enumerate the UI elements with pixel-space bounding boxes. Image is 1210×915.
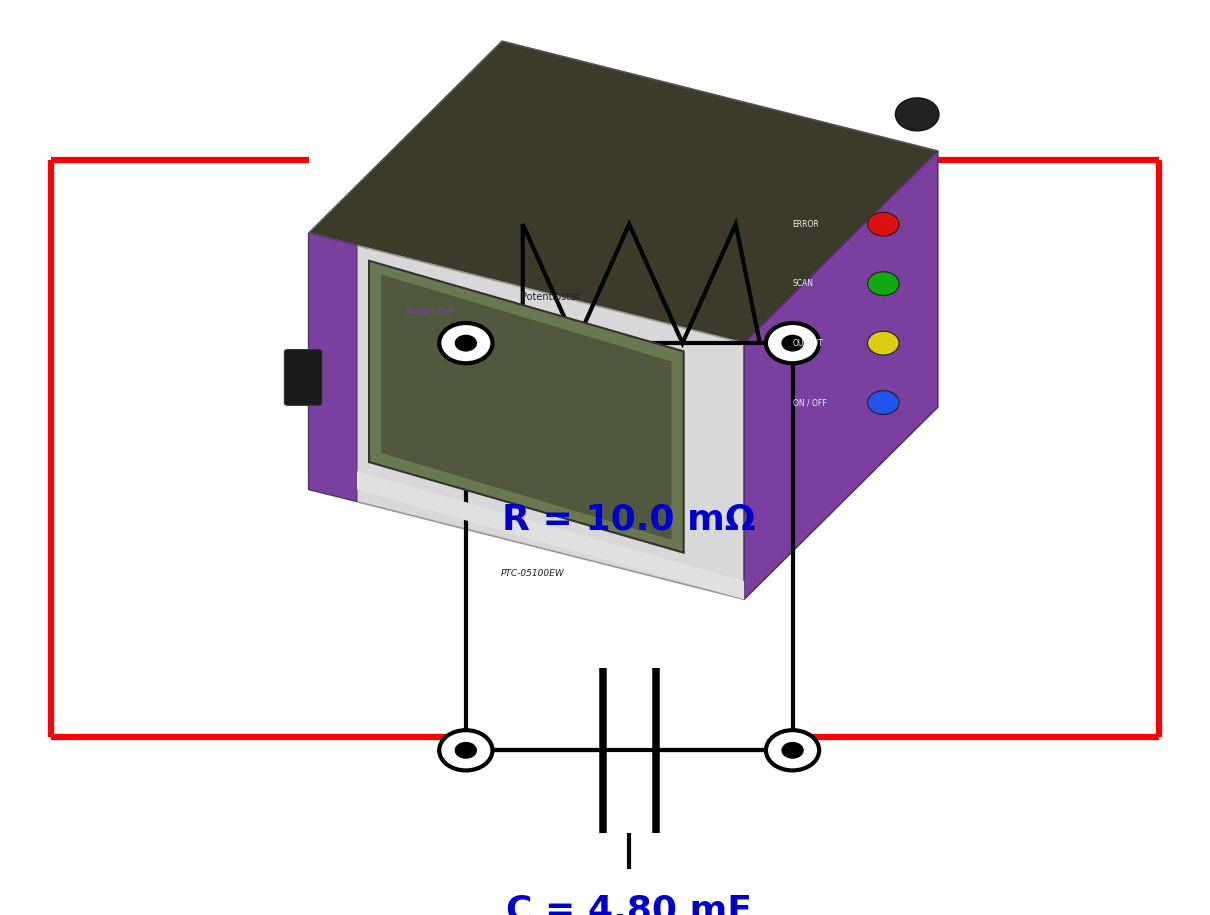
Circle shape <box>782 335 803 351</box>
Text: Potentiostat: Potentiostat <box>522 293 580 302</box>
Circle shape <box>455 742 477 759</box>
Polygon shape <box>309 233 744 599</box>
Text: ERROR: ERROR <box>793 220 819 229</box>
Text: ON / OFF: ON / OFF <box>793 398 826 407</box>
Text: OUTPUT: OUTPUT <box>793 339 823 348</box>
Polygon shape <box>309 233 357 501</box>
Circle shape <box>766 730 819 770</box>
Text: C = 4.80 mF: C = 4.80 mF <box>506 893 753 915</box>
Text: R = 10.0 mΩ: R = 10.0 mΩ <box>502 502 756 536</box>
Text: SCAN: SCAN <box>793 279 813 288</box>
Text: kolibri.net: kolibri.net <box>405 307 454 316</box>
Polygon shape <box>369 261 684 553</box>
Polygon shape <box>381 274 672 540</box>
Circle shape <box>439 323 492 363</box>
Circle shape <box>868 391 899 414</box>
Circle shape <box>868 212 899 236</box>
Circle shape <box>782 742 803 759</box>
Circle shape <box>439 730 492 770</box>
Circle shape <box>766 323 819 363</box>
Circle shape <box>868 272 899 296</box>
Polygon shape <box>744 151 938 599</box>
Circle shape <box>868 331 899 355</box>
Polygon shape <box>357 471 744 599</box>
Text: PTC-05100EW: PTC-05100EW <box>501 569 564 578</box>
FancyBboxPatch shape <box>284 350 322 405</box>
Circle shape <box>455 335 477 351</box>
Circle shape <box>895 98 939 131</box>
Polygon shape <box>309 41 938 343</box>
